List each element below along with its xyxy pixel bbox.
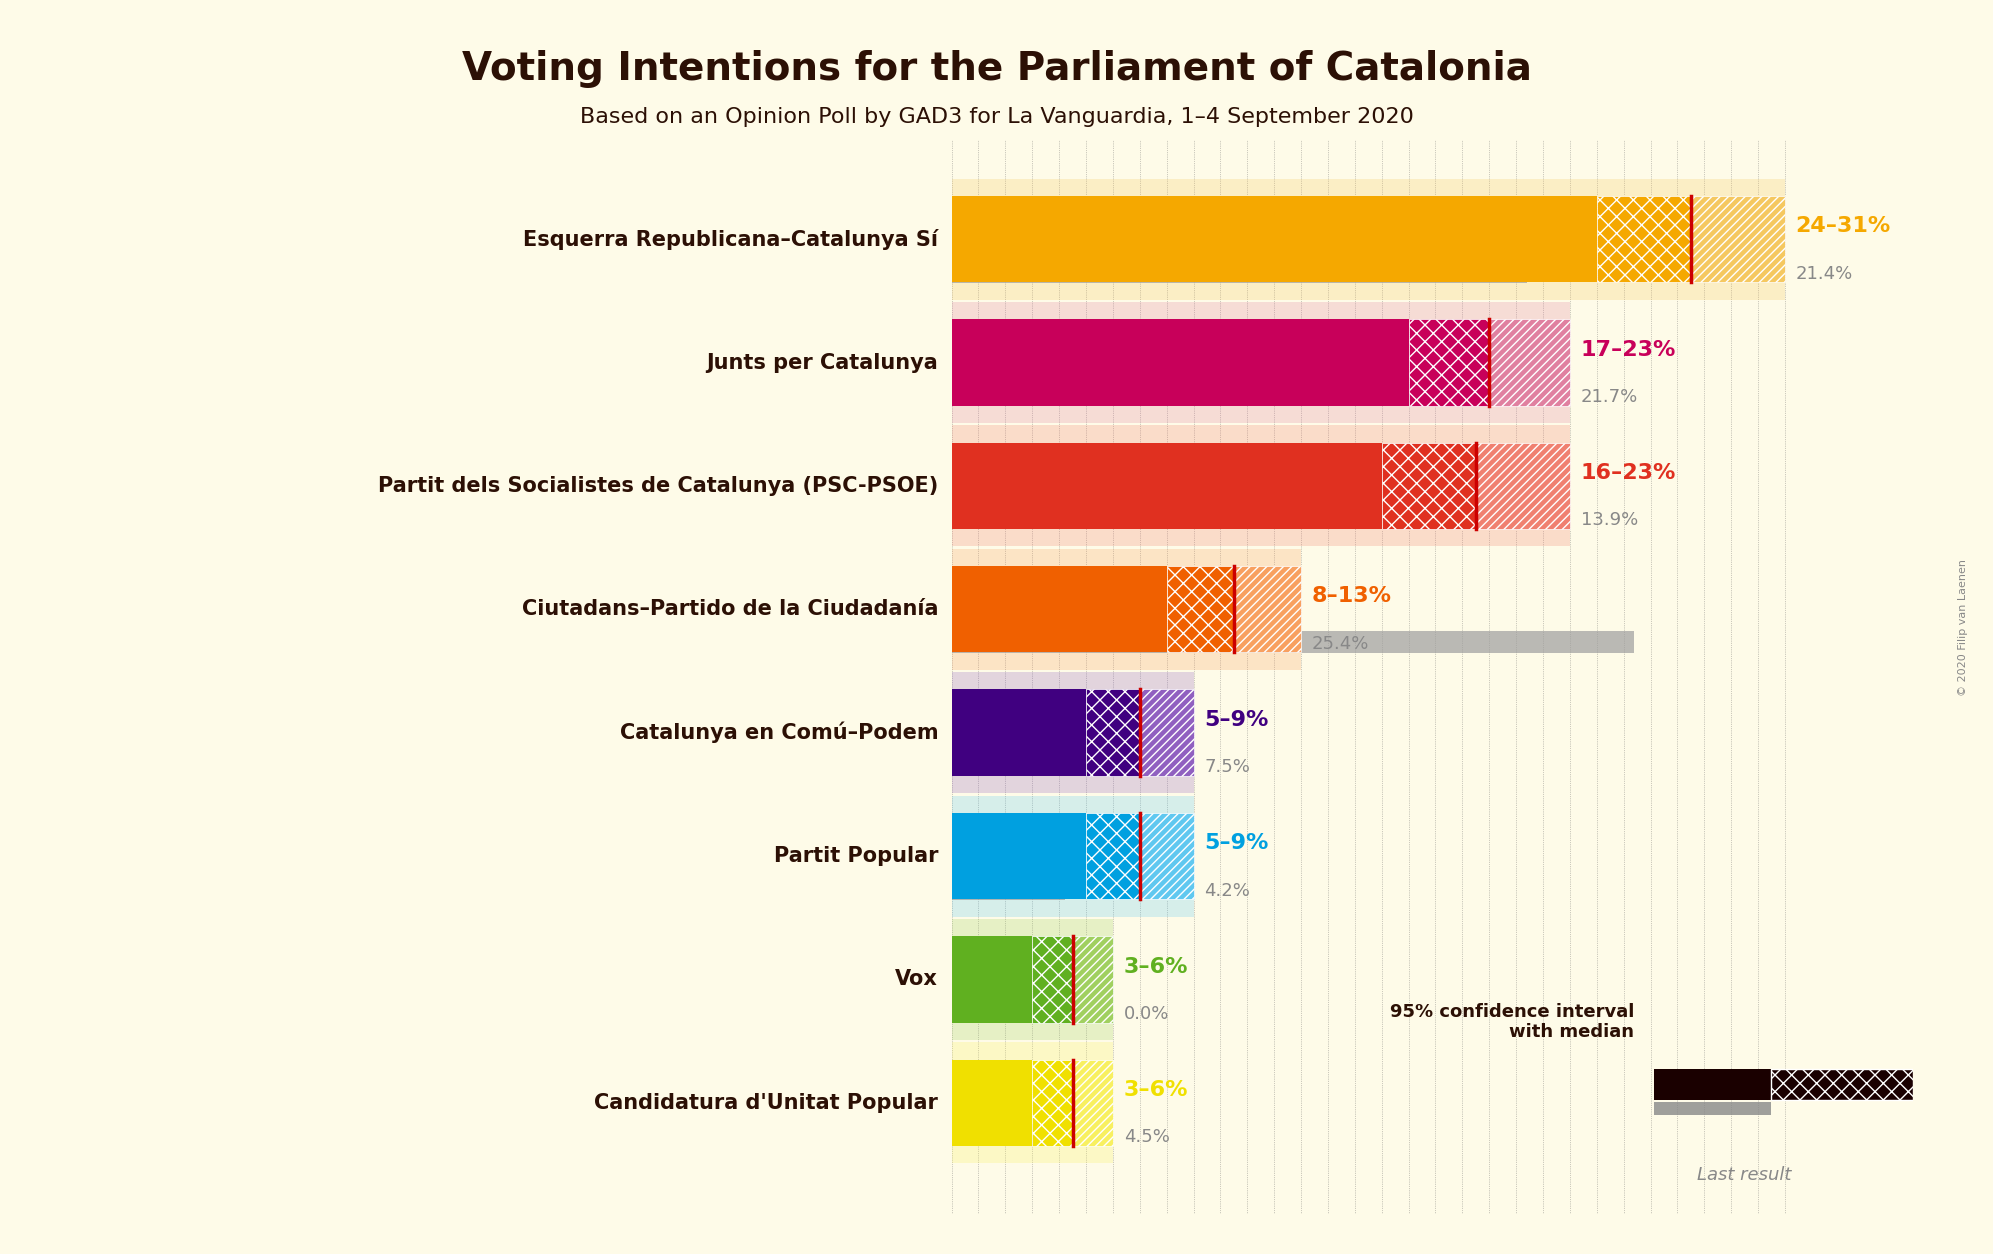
Text: 13.9%: 13.9% bbox=[1580, 512, 1638, 529]
Text: 4.2%: 4.2% bbox=[1204, 882, 1250, 899]
Text: 3–6%: 3–6% bbox=[1124, 957, 1188, 977]
Text: 25.4%: 25.4% bbox=[1311, 635, 1369, 653]
Bar bbox=[951, 1042, 1112, 1164]
Text: 8–13%: 8–13% bbox=[1311, 587, 1391, 607]
Bar bbox=[1654, 1102, 1770, 1116]
Bar bbox=[951, 261, 1527, 282]
Bar bbox=[951, 196, 1596, 282]
Text: 24–31%: 24–31% bbox=[1796, 216, 1891, 236]
Bar bbox=[951, 1060, 1032, 1146]
Text: 16–23%: 16–23% bbox=[1580, 463, 1676, 483]
Bar bbox=[951, 672, 1194, 793]
Bar bbox=[1475, 443, 1570, 529]
Bar bbox=[951, 507, 1325, 529]
Text: 17–23%: 17–23% bbox=[1580, 340, 1676, 360]
Bar bbox=[951, 919, 1112, 1040]
Text: Partit Popular: Partit Popular bbox=[773, 846, 939, 867]
Bar bbox=[951, 566, 1166, 652]
Text: Based on an Opinion Poll by GAD3 for La Vanguardia, 1–4 September 2020: Based on an Opinion Poll by GAD3 for La … bbox=[580, 107, 1413, 127]
Bar bbox=[1654, 1070, 1770, 1100]
Bar bbox=[951, 878, 1064, 899]
Text: 21.4%: 21.4% bbox=[1796, 265, 1853, 282]
Bar bbox=[1690, 196, 1786, 282]
Bar bbox=[951, 937, 1032, 1023]
Bar bbox=[1166, 566, 1234, 652]
Bar bbox=[1381, 443, 1475, 529]
Bar bbox=[951, 631, 1634, 653]
Bar bbox=[1234, 566, 1301, 652]
Text: 5–9%: 5–9% bbox=[1204, 833, 1270, 853]
Bar bbox=[1140, 813, 1194, 899]
Bar bbox=[1770, 1070, 1913, 1100]
Text: Catalunya en Comú–Podem: Catalunya en Comú–Podem bbox=[620, 722, 939, 744]
Text: Vox: Vox bbox=[895, 969, 939, 989]
Bar bbox=[1086, 690, 1140, 776]
Text: 95% confidence interval
with median: 95% confidence interval with median bbox=[1389, 1003, 1634, 1041]
Text: 4.5%: 4.5% bbox=[1124, 1129, 1170, 1146]
Text: 3–6%: 3–6% bbox=[1124, 1080, 1188, 1100]
Text: Last result: Last result bbox=[1696, 1166, 1792, 1184]
Text: 21.7%: 21.7% bbox=[1580, 387, 1638, 406]
Bar bbox=[951, 178, 1786, 300]
Bar bbox=[1086, 813, 1140, 899]
Bar bbox=[1409, 320, 1489, 406]
Bar bbox=[951, 549, 1301, 670]
Bar bbox=[951, 1124, 1072, 1146]
Text: 0.0%: 0.0% bbox=[1124, 1004, 1170, 1023]
Bar bbox=[951, 320, 1409, 406]
Bar bbox=[1596, 196, 1690, 282]
Bar bbox=[951, 384, 1535, 406]
Text: Junts per Catalunya: Junts per Catalunya bbox=[706, 352, 939, 372]
Bar bbox=[951, 795, 1194, 917]
Bar bbox=[951, 443, 1381, 529]
Text: 5–9%: 5–9% bbox=[1204, 710, 1270, 730]
Text: Partit dels Socialistes de Catalunya (PSC-PSOE): Partit dels Socialistes de Catalunya (PS… bbox=[379, 477, 939, 495]
Bar bbox=[951, 302, 1570, 423]
Bar bbox=[1032, 1060, 1072, 1146]
Bar bbox=[1489, 320, 1570, 406]
Bar bbox=[951, 425, 1570, 547]
Bar bbox=[1032, 937, 1072, 1023]
Text: Voting Intentions for the Parliament of Catalonia: Voting Intentions for the Parliament of … bbox=[462, 50, 1531, 88]
Bar bbox=[951, 754, 1154, 776]
Text: © 2020 Filip van Laenen: © 2020 Filip van Laenen bbox=[1957, 558, 1969, 696]
Bar bbox=[951, 813, 1086, 899]
Bar bbox=[1072, 937, 1112, 1023]
Text: Esquerra Republicana–Catalunya Sí: Esquerra Republicana–Catalunya Sí bbox=[524, 228, 939, 250]
Text: Ciutadans–Partido de la Ciudadanía: Ciutadans–Partido de la Ciudadanía bbox=[522, 599, 939, 619]
Bar bbox=[1140, 690, 1194, 776]
Text: Candidatura d'Unitat Popular: Candidatura d'Unitat Popular bbox=[594, 1093, 939, 1112]
Text: 7.5%: 7.5% bbox=[1204, 759, 1250, 776]
Bar bbox=[1072, 1060, 1112, 1146]
Bar bbox=[951, 690, 1086, 776]
